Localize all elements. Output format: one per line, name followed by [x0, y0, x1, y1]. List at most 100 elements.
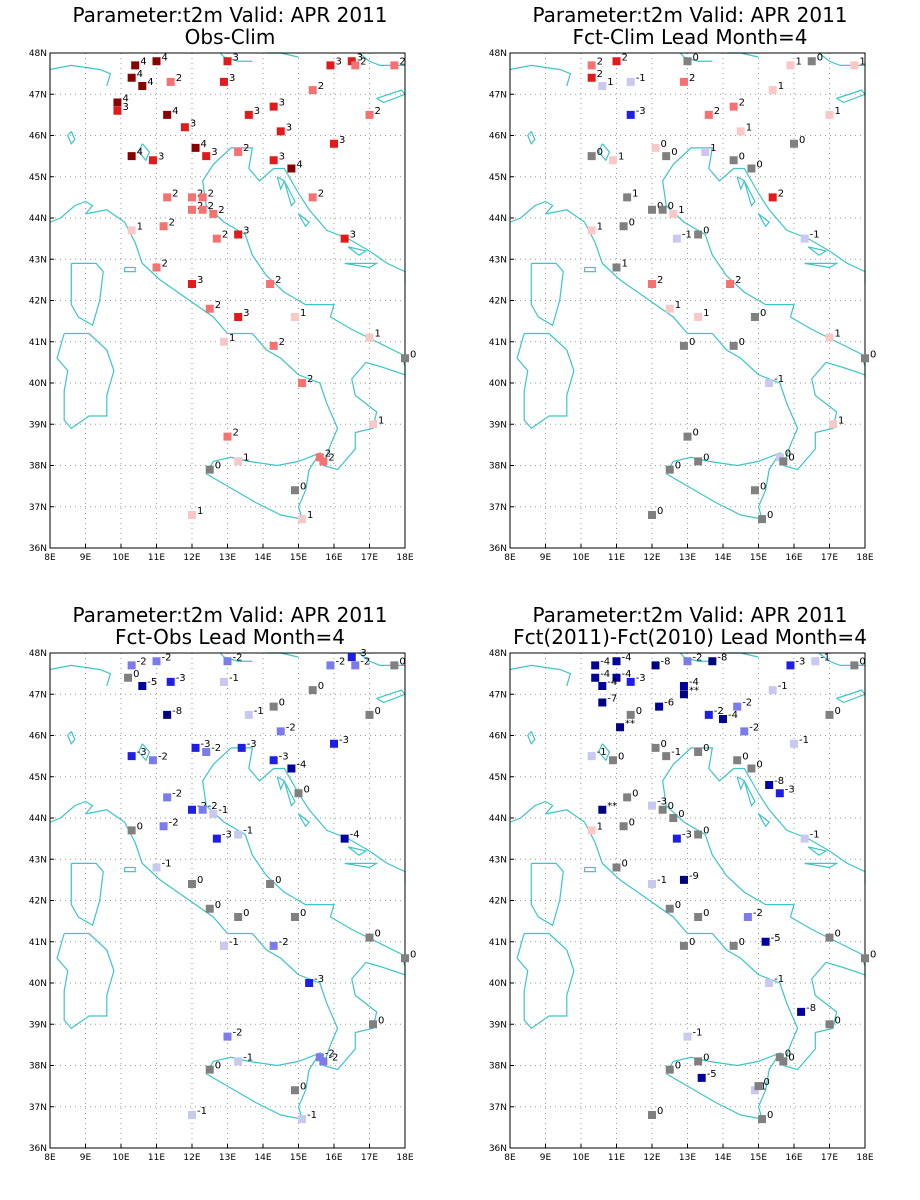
station-value-label: 0 — [675, 1061, 681, 1072]
station-value-label: 0 — [703, 1052, 709, 1063]
station-marker — [188, 193, 196, 202]
x-tick-label: 12E — [183, 1153, 200, 1163]
station-value-label: 0 — [243, 908, 249, 919]
y-tick-label: 40N — [29, 979, 47, 989]
station-value-label: 1 — [835, 106, 841, 117]
station-marker — [669, 814, 678, 822]
y-tick-label: 41N — [489, 338, 507, 348]
y-tick-label: 42N — [489, 897, 507, 907]
station-marker — [598, 682, 607, 690]
station-value-label: 0 — [661, 739, 667, 750]
station-marker — [733, 756, 742, 765]
station-marker — [188, 205, 196, 214]
station-marker — [340, 834, 349, 843]
y-tick-label: 44N — [489, 814, 507, 824]
x-tick-label: 9E — [540, 1153, 552, 1163]
station-marker — [127, 661, 136, 670]
station-marker — [127, 826, 136, 835]
x-tick-label: 16E — [325, 1153, 342, 1163]
station-value-label: 2 — [318, 188, 324, 199]
station-value-label: 2 — [318, 81, 324, 92]
station-marker — [701, 148, 710, 156]
station-value-label: 2 — [735, 275, 741, 286]
station-marker — [163, 110, 172, 119]
station-marker — [612, 863, 621, 872]
station-value-label: -1 — [671, 747, 681, 758]
station-value-label: 1 — [622, 259, 628, 270]
station-value-label: 3 — [254, 106, 260, 117]
y-tick-label: 41N — [29, 938, 47, 948]
station-value-label: 3 — [229, 73, 235, 84]
station-marker — [212, 834, 221, 843]
panel-subtitle: Fct-Obs Lead Month=4 — [115, 625, 345, 649]
station-value-label: -1 — [197, 1106, 207, 1117]
station-value-label: -1 — [243, 1052, 253, 1063]
station-value-label: 0 — [410, 949, 416, 960]
station-marker — [587, 226, 596, 235]
station-marker — [298, 1115, 307, 1124]
station-marker — [750, 313, 759, 321]
station-value-label: 0 — [799, 135, 805, 146]
station-marker — [786, 661, 795, 670]
station-value-label: -2 — [169, 817, 179, 828]
station-value-label: -2 — [208, 801, 218, 812]
station-value-label: 1 — [746, 122, 752, 133]
station-value-label: 3 — [339, 135, 345, 146]
station-value-label: -2 — [162, 652, 172, 663]
station-value-label: 2 — [657, 275, 663, 286]
station-marker — [587, 61, 596, 70]
x-tick-label: 15E — [750, 1153, 767, 1163]
coastline — [297, 813, 311, 828]
station-value-label: -8 — [172, 706, 182, 717]
station-marker — [219, 337, 228, 346]
station-marker — [191, 743, 200, 752]
y-tick-label: 47N — [489, 90, 507, 100]
map-panel-fct-diff: Parameter:t2m Valid: APR 2011 Fct(2011)-… — [460, 600, 920, 1200]
coastline — [56, 332, 115, 430]
coastline — [70, 862, 104, 927]
y-tick-label: 48N — [489, 49, 507, 59]
station-value-label: 0 — [739, 937, 745, 948]
station-marker — [679, 77, 688, 86]
y-tick-label: 38N — [29, 462, 47, 472]
station-value-label: -1 — [597, 747, 607, 758]
station-marker — [223, 57, 232, 66]
station-marker — [612, 57, 621, 66]
coastline — [344, 262, 379, 269]
station-value-label: 0 — [399, 656, 405, 667]
station-value-label: -5 — [147, 677, 157, 688]
station-marker — [223, 432, 232, 441]
coastline — [49, 200, 94, 223]
x-tick-label: 13E — [679, 1153, 696, 1163]
station-value-label: 0 — [689, 937, 695, 948]
map-panel-fct-clim: Parameter:t2m Valid: APR 2011 Fct-Clim L… — [460, 0, 920, 600]
coastline — [530, 862, 564, 927]
x-tick-label: 9E — [80, 1153, 92, 1163]
x-tick-label: 11E — [148, 553, 165, 563]
y-tick-label: 39N — [29, 1020, 47, 1030]
station-value-label: 4 — [140, 56, 146, 67]
panel-subtitle: Fct-Clim Lead Month=4 — [572, 25, 808, 49]
station-marker — [733, 702, 742, 711]
station-value-label: -1 — [657, 875, 667, 886]
station-marker — [290, 1086, 299, 1095]
y-tick-label: 46N — [489, 732, 507, 742]
station-value-label: 1 — [375, 329, 381, 340]
station-value-label: 0 — [835, 929, 841, 940]
y-tick-label: 44N — [29, 214, 47, 224]
station-marker — [683, 657, 692, 666]
station-marker — [365, 933, 374, 942]
station-marker — [365, 710, 374, 719]
station-marker — [704, 710, 713, 719]
y-tick-label: 42N — [29, 897, 47, 907]
station-value-label: -2 — [325, 1048, 335, 1059]
station-marker — [648, 205, 656, 214]
station-marker — [779, 457, 788, 466]
station-value-label: -5 — [771, 933, 781, 944]
x-tick-label: 15E — [750, 553, 767, 563]
station-marker — [198, 205, 207, 214]
station-value-label: 2 — [162, 259, 168, 270]
station-marker — [626, 77, 635, 86]
station-value-label: -1 — [229, 937, 239, 948]
station-marker — [326, 61, 335, 70]
